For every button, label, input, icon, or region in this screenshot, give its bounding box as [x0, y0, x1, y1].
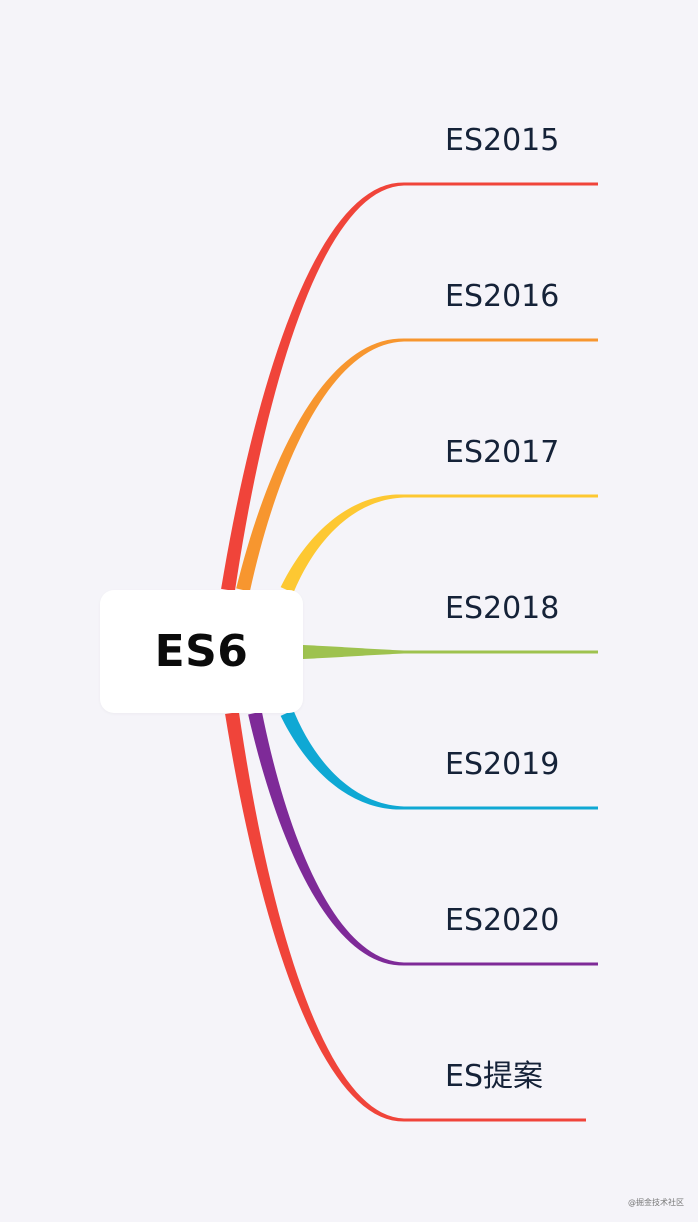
connector-es2015	[221, 182, 404, 592]
branch-label-es2015[interactable]: ES2015	[445, 123, 560, 158]
connector-es2017	[280, 494, 404, 593]
connector-es2019	[280, 710, 404, 810]
connector-es-proposal	[225, 711, 404, 1122]
branch-label-es2016[interactable]: ES2016	[445, 279, 560, 314]
branch-label-es-proposal[interactable]: ES提案	[445, 1059, 543, 1094]
connector-es2020	[248, 711, 404, 966]
branch-label-es2018[interactable]: ES2018	[445, 591, 560, 626]
watermark: @掘金技术社区	[628, 1198, 684, 1207]
branch-label-es2019[interactable]: ES2019	[445, 747, 560, 782]
branch-label-es2020[interactable]: ES2020	[445, 903, 560, 938]
root-label: ES6	[154, 626, 249, 677]
root-node[interactable]: ES6	[100, 590, 303, 713]
connector-es2016	[236, 338, 404, 592]
connector-es2018	[303, 645, 404, 659]
branch-label-es2017[interactable]: ES2017	[445, 435, 560, 470]
